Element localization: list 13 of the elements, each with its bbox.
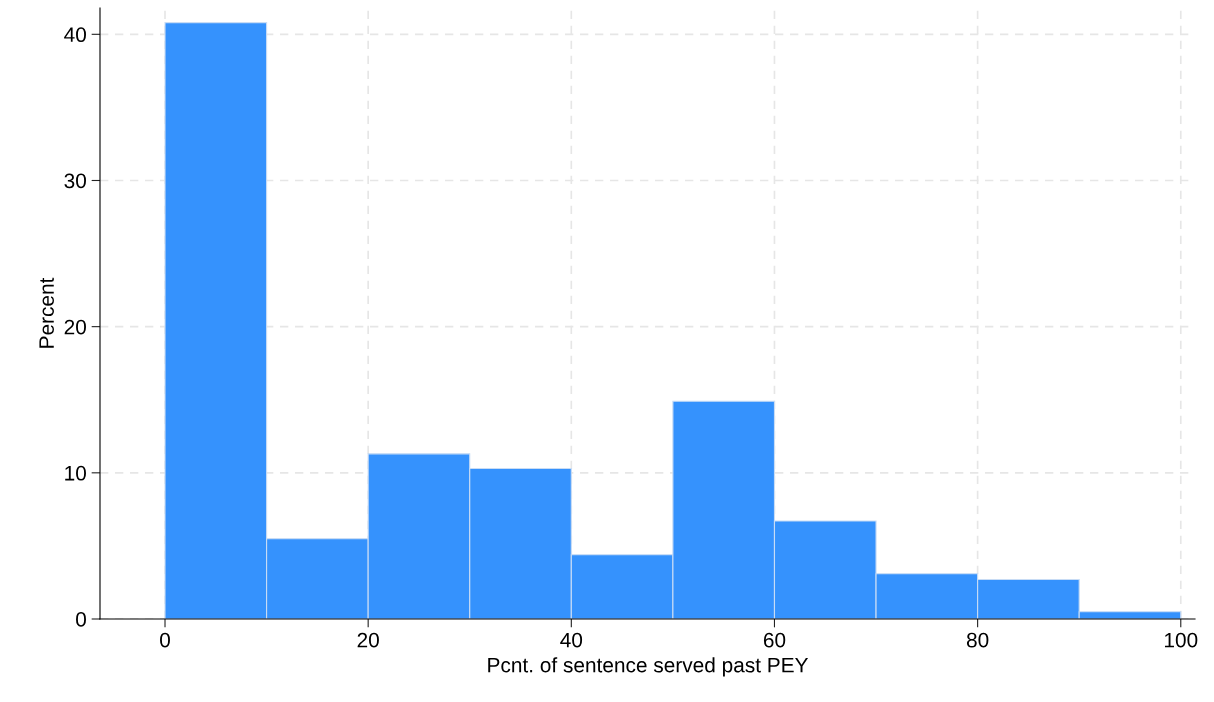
y-tick-label: 0 bbox=[76, 612, 86, 627]
y-axis-title: Percent bbox=[39, 277, 54, 348]
y-tick-label: 10 bbox=[65, 465, 86, 481]
y-tick-label: 40 bbox=[64, 27, 86, 43]
x-tick-label: 20 bbox=[357, 632, 379, 648]
y-tick-label: 20 bbox=[64, 319, 86, 335]
y-tick-label: 30 bbox=[64, 173, 86, 189]
x-tick-label: 60 bbox=[763, 632, 786, 648]
x-tick-label: 80 bbox=[966, 632, 989, 648]
x-tick-label: 40 bbox=[560, 632, 583, 648]
x-axis-title: Pcnt. of sentence served past PEY bbox=[488, 657, 809, 677]
x-tick-label: 0 bbox=[160, 632, 170, 648]
x-tick-label: 100 bbox=[1164, 632, 1198, 648]
